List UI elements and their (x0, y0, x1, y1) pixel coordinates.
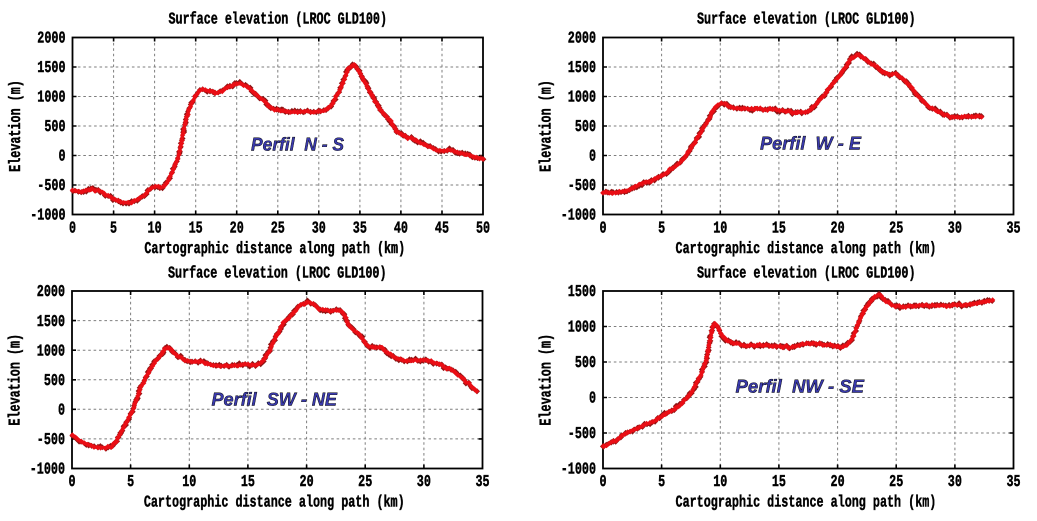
svg-text:5: 5 (127, 472, 134, 491)
svg-text:25: 25 (358, 472, 372, 491)
svg-text:Cartographic distance along pa: Cartographic distance along path (km) (144, 239, 405, 258)
svg-text:25: 25 (271, 219, 285, 238)
svg-text:1000: 1000 (37, 341, 65, 360)
svg-text:1500: 1500 (568, 282, 596, 301)
svg-text:15: 15 (772, 472, 786, 491)
svg-text:1000: 1000 (568, 318, 596, 337)
svg-text:Elevation (m): Elevation (m) (6, 80, 25, 172)
svg-text:500: 500 (575, 117, 596, 136)
svg-text:25: 25 (889, 472, 903, 491)
svg-text:Perfil SW - NE: Perfil SW - NE (212, 388, 338, 409)
svg-text:15: 15 (189, 219, 203, 238)
svg-text:-500: -500 (568, 176, 596, 195)
svg-text:10: 10 (713, 219, 727, 238)
svg-text:50: 50 (476, 219, 490, 238)
svg-text:Surface elevation (LROC GLD100: Surface elevation (LROC GLD100) (168, 264, 387, 283)
svg-text:500: 500 (44, 117, 65, 136)
svg-text:Perfil NW - SE: Perfil NW - SE (736, 376, 865, 397)
svg-text:500: 500 (575, 353, 596, 372)
svg-text:Surface elevation (LROC GLD100: Surface elevation (LROC GLD100) (168, 10, 387, 29)
svg-text:15: 15 (241, 472, 255, 491)
svg-text:-1000: -1000 (30, 460, 65, 479)
svg-text:5: 5 (658, 219, 665, 238)
svg-text:Surface elevation (LROC GLD100: Surface elevation (LROC GLD100) (697, 10, 916, 29)
svg-text:20: 20 (300, 472, 314, 491)
svg-text:45: 45 (435, 219, 449, 238)
svg-text:2000: 2000 (37, 29, 65, 48)
svg-text:Surface elevation (LROC GLD100: Surface elevation (LROC GLD100) (697, 264, 916, 283)
svg-text:30: 30 (948, 219, 962, 238)
svg-text:0: 0 (69, 219, 76, 238)
svg-text:40: 40 (394, 219, 408, 238)
svg-text:Perfil N - S: Perfil N - S (251, 133, 345, 154)
svg-text:0: 0 (599, 472, 606, 491)
svg-text:35: 35 (1006, 472, 1020, 491)
svg-text:1500: 1500 (37, 58, 65, 77)
svg-text:Elevation (m): Elevation (m) (537, 80, 556, 172)
svg-text:0: 0 (58, 401, 65, 420)
svg-text:1000: 1000 (37, 88, 65, 107)
svg-text:5: 5 (110, 219, 117, 238)
svg-text:10: 10 (182, 472, 196, 491)
svg-text:1500: 1500 (37, 312, 65, 331)
svg-text:20: 20 (831, 219, 845, 238)
svg-text:Elevation (m): Elevation (m) (6, 334, 25, 426)
svg-text:5: 5 (658, 472, 665, 491)
svg-text:-500: -500 (568, 424, 596, 443)
svg-text:30: 30 (948, 472, 962, 491)
svg-text:2000: 2000 (37, 282, 65, 301)
svg-text:Cartographic distance along pa: Cartographic distance along path (km) (676, 239, 937, 258)
svg-text:35: 35 (1006, 219, 1020, 238)
svg-text:Cartographic distance along pa: Cartographic distance along path (km) (676, 493, 937, 512)
svg-text:Elevation (m): Elevation (m) (537, 334, 556, 426)
svg-text:Cartographic distance along pa: Cartographic distance along path (km) (144, 493, 405, 512)
svg-text:0: 0 (589, 147, 596, 166)
svg-text:15: 15 (772, 219, 786, 238)
svg-text:0: 0 (599, 219, 606, 238)
svg-text:0: 0 (589, 389, 596, 408)
svg-text:35: 35 (353, 219, 367, 238)
svg-text:-1000: -1000 (561, 460, 596, 479)
svg-text:30: 30 (417, 472, 431, 491)
svg-text:25: 25 (889, 219, 903, 238)
svg-text:10: 10 (148, 219, 162, 238)
svg-text:-1000: -1000 (30, 206, 65, 225)
svg-text:1000: 1000 (568, 88, 596, 107)
svg-text:-500: -500 (37, 430, 65, 449)
svg-text:20: 20 (831, 472, 845, 491)
svg-text:35: 35 (475, 472, 489, 491)
svg-text:Perfil W - E: Perfil W - E (760, 132, 862, 153)
svg-text:-500: -500 (37, 176, 65, 195)
svg-text:10: 10 (713, 472, 727, 491)
svg-text:30: 30 (312, 219, 326, 238)
svg-text:0: 0 (68, 472, 75, 491)
svg-text:1500: 1500 (568, 58, 596, 77)
svg-text:0: 0 (58, 147, 65, 166)
svg-text:-1000: -1000 (561, 206, 596, 225)
svg-text:500: 500 (44, 371, 65, 390)
svg-text:20: 20 (230, 219, 244, 238)
svg-text:2000: 2000 (568, 29, 596, 48)
